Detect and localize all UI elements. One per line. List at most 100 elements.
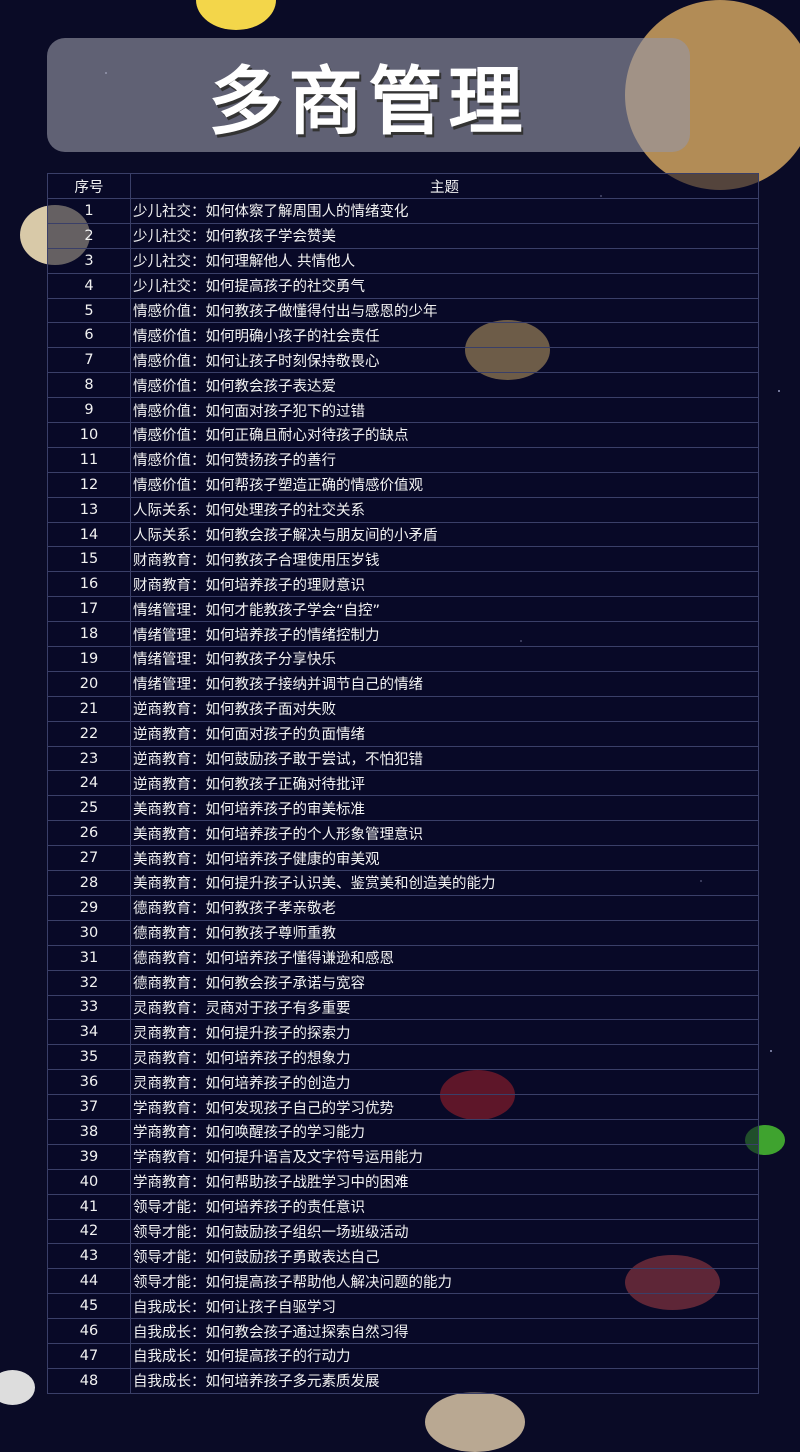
row-index: 26	[47, 820, 131, 847]
row-index: 36	[47, 1069, 131, 1096]
row-topic: 美商教育：如何培养孩子健康的审美观	[130, 845, 759, 872]
row-topic: 灵商教育：如何培养孩子的创造力	[130, 1069, 759, 1096]
row-topic: 逆商教育：如何教孩子面对失败	[130, 695, 759, 722]
row-topic: 德商教育：如何培养孩子懂得谦逊和感恩	[130, 944, 759, 971]
row-index: 5	[47, 297, 131, 324]
row-topic: 逆商教育：如何面对孩子的负面情绪	[130, 720, 759, 747]
table-row: 26 美商教育：如何培养孩子的个人形象管理意识	[47, 820, 759, 847]
table-row: 36 灵商教育：如何培养孩子的创造力	[47, 1069, 759, 1096]
table-row: 35 灵商教育：如何培养孩子的想象力	[47, 1044, 759, 1071]
row-topic: 情感价值：如何让孩子时刻保持敬畏心	[130, 347, 759, 374]
row-topic: 财商教育：如何教孩子合理使用压岁钱	[130, 546, 759, 573]
row-index: 4	[47, 272, 131, 299]
row-topic: 自我成长：如何培养孩子多元素质发展	[130, 1367, 759, 1394]
table-row: 9 情感价值：如何面对孩子犯下的过错	[47, 397, 759, 424]
row-index: 48	[47, 1367, 131, 1394]
row-index: 11	[47, 446, 131, 473]
table-row: 2 少儿社交：如何教孩子学会赞美	[47, 222, 759, 249]
row-topic: 领导才能：如何鼓励孩子勇敢表达自己	[130, 1243, 759, 1270]
row-index: 41	[47, 1193, 131, 1220]
table-row: 30 德商教育：如何教孩子尊师重教	[47, 919, 759, 946]
row-index: 32	[47, 969, 131, 996]
row-index: 22	[47, 720, 131, 747]
table-row: 24 逆商教育：如何教孩子正确对待批评	[47, 770, 759, 797]
table-row: 11 情感价值：如何赞扬孩子的善行	[47, 446, 759, 473]
row-topic: 自我成长：如何教会孩子通过探索自然习得	[130, 1318, 759, 1344]
table-row: 47 自我成长：如何提高孩子的行动力	[47, 1342, 759, 1369]
row-index: 39	[47, 1143, 131, 1170]
row-topic: 情感价值：如何帮孩子塑造正确的情感价值观	[130, 471, 759, 498]
moon-decoration	[196, 0, 276, 30]
row-topic: 学商教育：如何提升语言及文字符号运用能力	[130, 1143, 759, 1170]
row-topic: 学商教育：如何唤醒孩子的学习能力	[130, 1118, 759, 1145]
row-index: 24	[47, 770, 131, 797]
row-index: 33	[47, 994, 131, 1021]
row-topic: 人际关系：如何处理孩子的社交关系	[130, 496, 759, 523]
table-row: 20 情绪管理：如何教孩子接纳并调节自己的情绪	[47, 670, 759, 697]
table-row: 37 学商教育：如何发现孩子自己的学习优势	[47, 1094, 759, 1120]
row-index: 15	[47, 546, 131, 573]
row-index: 12	[47, 471, 131, 498]
row-index: 34	[47, 1019, 131, 1046]
row-topic: 学商教育：如何帮助孩子战胜学习中的困难	[130, 1168, 759, 1195]
table-row: 31 德商教育：如何培养孩子懂得谦逊和感恩	[47, 944, 759, 971]
table-row: 6 情感价值：如何明确小孩子的社会责任	[47, 322, 759, 349]
row-index: 9	[47, 397, 131, 424]
row-topic: 少儿社交：如何教孩子学会赞美	[130, 222, 759, 249]
row-topic: 德商教育：如何教孩子尊师重教	[130, 919, 759, 946]
row-topic: 美商教育：如何培养孩子的个人形象管理意识	[130, 820, 759, 847]
row-index: 3	[47, 247, 131, 274]
page-title: 多商管理	[208, 58, 529, 145]
row-topic: 灵商教育：如何培养孩子的想象力	[130, 1044, 759, 1071]
row-index: 25	[47, 795, 131, 822]
table-row: 38 学商教育：如何唤醒孩子的学习能力	[47, 1118, 759, 1145]
row-index: 6	[47, 322, 131, 349]
header-topic: 主题	[130, 173, 759, 199]
row-topic: 自我成长：如何提高孩子的行动力	[130, 1342, 759, 1369]
row-topic: 学商教育：如何发现孩子自己的学习优势	[130, 1094, 759, 1120]
table-row: 13 人际关系：如何处理孩子的社交关系	[47, 496, 759, 523]
row-topic: 逆商教育：如何鼓励孩子敢于尝试，不怕犯错	[130, 745, 759, 772]
row-index: 2	[47, 222, 131, 249]
table-row: 29 德商教育：如何教孩子孝亲敬老	[47, 894, 759, 921]
row-topic: 情绪管理：如何教孩子接纳并调节自己的情绪	[130, 670, 759, 697]
table-row: 39 学商教育：如何提升语言及文字符号运用能力	[47, 1143, 759, 1170]
table-row: 48 自我成长：如何培养孩子多元素质发展	[47, 1367, 759, 1394]
row-index: 1	[47, 198, 131, 224]
row-index: 37	[47, 1094, 131, 1120]
table-row: 45 自我成长：如何让孩子自驱学习	[47, 1293, 759, 1320]
row-topic: 少儿社交：如何理解他人 共情他人	[130, 247, 759, 274]
table-row: 27 美商教育：如何培养孩子健康的审美观	[47, 845, 759, 872]
table-row: 10 情感价值：如何正确且耐心对待孩子的缺点	[47, 422, 759, 448]
table-row: 4 少儿社交：如何提高孩子的社交勇气	[47, 272, 759, 299]
row-index: 23	[47, 745, 131, 772]
row-topic: 灵商教育：灵商对于孩子有多重要	[130, 994, 759, 1021]
planet-decoration	[425, 1392, 525, 1452]
topic-table: 序号 主题 1 少儿社交：如何体察了解周围人的情绪变化 2 少儿社交：如何教孩子学会赞…	[47, 173, 759, 1394]
row-topic: 情感价值：如何教孩子做懂得付出与感恩的少年	[130, 297, 759, 324]
table-row: 16 财商教育：如何培养孩子的理财意识	[47, 571, 759, 598]
row-index: 8	[47, 372, 131, 399]
row-topic: 领导才能：如何培养孩子的责任意识	[130, 1193, 759, 1220]
row-index: 21	[47, 695, 131, 722]
table-row: 7 情感价值：如何让孩子时刻保持敬畏心	[47, 347, 759, 374]
header-index: 序号	[47, 173, 131, 199]
row-index: 43	[47, 1243, 131, 1270]
row-topic: 领导才能：如何提高孩子帮助他人解决问题的能力	[130, 1268, 759, 1295]
row-topic: 领导才能：如何鼓励孩子组织一场班级活动	[130, 1218, 759, 1245]
row-index: 31	[47, 944, 131, 971]
table-row: 14 人际关系：如何教会孩子解决与朋友间的小矛盾	[47, 521, 759, 548]
table-row: 8 情感价值：如何教会孩子表达爱	[47, 372, 759, 399]
row-topic: 情感价值：如何正确且耐心对待孩子的缺点	[130, 422, 759, 448]
row-index: 20	[47, 670, 131, 697]
row-topic: 情感价值：如何明确小孩子的社会责任	[130, 322, 759, 349]
table-row: 3 少儿社交：如何理解他人 共情他人	[47, 247, 759, 274]
table-row: 33 灵商教育：灵商对于孩子有多重要	[47, 994, 759, 1021]
table-row: 23 逆商教育：如何鼓励孩子敢于尝试，不怕犯错	[47, 745, 759, 772]
table-row: 15 财商教育：如何教孩子合理使用压岁钱	[47, 546, 759, 573]
table-header-row: 序号 主题	[47, 173, 759, 199]
table-row: 17 情绪管理：如何才能教孩子学会“自控”	[47, 596, 759, 623]
row-index: 42	[47, 1218, 131, 1245]
table-row: 43 领导才能：如何鼓励孩子勇敢表达自己	[47, 1243, 759, 1270]
row-topic: 情绪管理：如何才能教孩子学会“自控”	[130, 596, 759, 623]
